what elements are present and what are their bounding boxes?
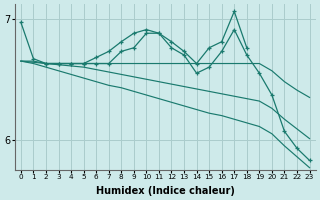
X-axis label: Humidex (Indice chaleur): Humidex (Indice chaleur) — [96, 186, 235, 196]
